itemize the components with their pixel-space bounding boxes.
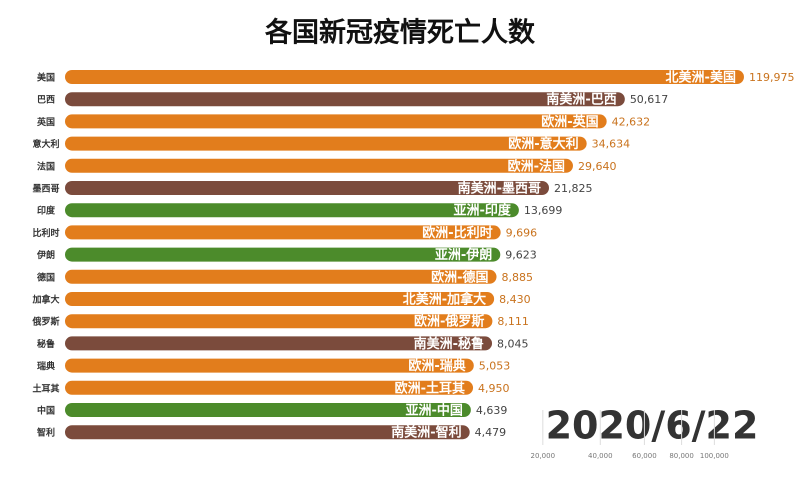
bar <box>65 358 474 373</box>
bar-label: 南美洲-智利 <box>391 425 461 441</box>
bar <box>65 403 471 417</box>
bar <box>65 225 501 240</box>
bar <box>65 181 549 195</box>
category-label: 比利时 <box>32 227 59 239</box>
category-label: 土耳其 <box>32 382 59 394</box>
bar <box>65 247 501 262</box>
value-label: 8,111 <box>497 315 528 328</box>
value-label: 4,479 <box>475 426 507 439</box>
bar-label: 欧洲-瑞典 <box>408 358 465 374</box>
x-tick-label: 40,000 <box>588 452 613 460</box>
bar <box>65 380 474 395</box>
category-label: 加拿大 <box>31 294 59 306</box>
category-label: 瑞典 <box>37 360 55 372</box>
bar-label: 南美洲-秘鲁 <box>414 336 484 352</box>
bar-label: 亚洲-伊朗 <box>435 247 492 263</box>
value-label: 29,640 <box>578 160 617 173</box>
bar <box>65 292 495 306</box>
value-label: 13,699 <box>524 204 563 217</box>
category-label: 秘鲁 <box>37 338 55 350</box>
value-label: 50,617 <box>630 93 669 106</box>
value-label: 8,045 <box>497 337 529 350</box>
category-label: 意大利 <box>32 138 59 150</box>
x-tick-label: 20,000 <box>531 452 556 460</box>
category-label: 俄罗斯 <box>31 316 59 328</box>
bar <box>65 314 493 329</box>
bar-label: 欧洲-意大利 <box>508 136 578 152</box>
bar-label: 欧洲-比利时 <box>422 225 492 241</box>
value-label: 9,696 <box>506 226 537 239</box>
bar-label: 北美洲-美国 <box>666 70 736 86</box>
value-label: 119,975 <box>749 71 795 84</box>
bar <box>65 136 587 151</box>
bar-label: 欧洲-土耳其 <box>395 380 465 396</box>
value-label: 4,639 <box>476 404 508 417</box>
category-label: 法国 <box>37 160 55 172</box>
x-tick-label: 80,000 <box>669 452 694 460</box>
bar <box>65 92 625 107</box>
category-label: 伊朗 <box>36 249 55 261</box>
category-label: 巴西 <box>37 95 55 106</box>
category-label: 中国 <box>37 405 55 417</box>
category-label: 印度 <box>37 205 56 217</box>
value-label: 8,885 <box>502 271 533 284</box>
category-label: 英国 <box>36 116 55 128</box>
bar <box>65 269 497 284</box>
x-tick-label: 60,000 <box>632 452 657 460</box>
bar-label: 北美洲-加拿大 <box>403 292 486 308</box>
x-tick-label: 100,000 <box>700 452 729 460</box>
bar <box>65 425 470 440</box>
value-label: 4,950 <box>478 382 510 395</box>
bar-label: 南美洲-墨西哥 <box>458 181 541 197</box>
category-label: 智利 <box>37 427 55 439</box>
bar-label: 南美洲-巴西 <box>546 92 616 108</box>
bar <box>65 336 493 351</box>
bar <box>65 203 519 218</box>
bar-label: 亚洲-印度 <box>453 203 511 219</box>
category-label: 德国 <box>37 271 55 283</box>
bar <box>65 70 744 84</box>
value-label: 42,632 <box>612 115 651 128</box>
bar <box>65 114 607 129</box>
category-label: 美国 <box>37 72 55 84</box>
bar-label: 欧洲-英国 <box>541 114 598 130</box>
bar-label: 欧洲-德国 <box>431 269 488 285</box>
value-label: 9,623 <box>505 249 536 262</box>
bar-label: 欧洲-俄罗斯 <box>414 314 484 330</box>
value-label: 5,053 <box>479 360 511 373</box>
date-label: 2020/6/22 <box>546 404 759 448</box>
bar-label: 欧洲-法国 <box>508 158 565 174</box>
chart-title: 各国新冠疫情死亡人数 <box>264 17 536 49</box>
category-label: 墨西哥 <box>32 184 59 195</box>
bar <box>65 158 573 173</box>
value-label: 8,430 <box>499 293 531 306</box>
value-label: 34,634 <box>592 138 631 151</box>
value-label: 21,825 <box>554 182 593 195</box>
bar-label: 亚洲-中国 <box>405 403 462 419</box>
